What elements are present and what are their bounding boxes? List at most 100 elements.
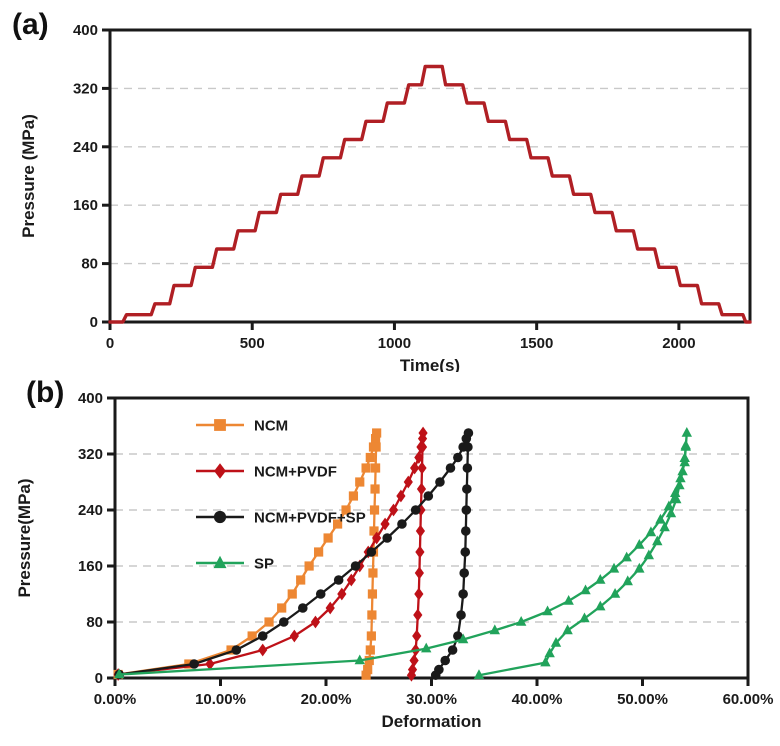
triangle-marker [540, 656, 551, 667]
square-marker [348, 491, 359, 501]
circle-marker [423, 491, 434, 501]
square-marker [277, 603, 287, 613]
square-marker [341, 505, 351, 515]
diamond-marker [410, 461, 420, 475]
triangle-marker [663, 500, 675, 511]
x-tick-label: 50.00% [617, 691, 668, 708]
diamond-marker [409, 654, 419, 667]
panel-a: (a) 0 80 160 240 320 400 0 500 1000 1500 2000 Time(… [0, 0, 780, 372]
x-axis-title: Time(s) [400, 356, 460, 372]
diamond-marker [412, 629, 422, 643]
diamond-marker [205, 657, 215, 671]
y-tick-label: 0 [95, 670, 103, 687]
y-tick-label: 160 [78, 558, 103, 575]
triangle-marker [609, 588, 621, 598]
panel-b-label: (b) [26, 376, 65, 409]
legend-label: NCM+PVDF+SP [254, 510, 366, 527]
square-marker [314, 547, 324, 557]
x-tick-label: 30.00% [406, 691, 457, 708]
circle-marker [213, 510, 227, 524]
circle-marker [453, 631, 463, 641]
diamond-marker [413, 608, 423, 622]
circle-marker [279, 617, 289, 627]
circle-marker [447, 645, 458, 655]
x-tick-label: 0 [106, 335, 114, 352]
diamond-marker [346, 573, 356, 587]
diamond-marker [396, 489, 406, 503]
square-marker [247, 631, 257, 641]
square-marker [366, 631, 376, 641]
x-tick-label: 1000 [378, 335, 411, 352]
legend-label: NCM+PVDF [254, 464, 337, 481]
diamond-marker [258, 643, 268, 657]
series-line [108, 64, 752, 324]
triangle-marker [679, 452, 690, 462]
square-marker [363, 665, 373, 675]
triangle-marker [213, 555, 227, 569]
y-tick-label: 320 [78, 446, 103, 463]
series-pressure-step-profile [108, 64, 752, 324]
series-SP [114, 427, 693, 679]
square-marker [371, 442, 381, 452]
triangle-marker [595, 600, 606, 611]
circle-marker [463, 442, 473, 452]
triangle-marker [643, 549, 655, 560]
square-marker [372, 428, 382, 438]
circle-marker [462, 463, 473, 473]
series-NCM+PVDF+SP [114, 428, 474, 680]
y-axis-title: Pressure(MPa) [15, 478, 34, 597]
panel-b-chart: 0 80 160 240 320 400 0.00% 10.00% 20.00% 30.00% 40… [15, 390, 774, 731]
x-tick-label: 2000 [662, 335, 695, 352]
square-marker [364, 655, 374, 666]
legend-item-ncm-pvdf: NCM+PVDF [196, 463, 337, 481]
y-tick-label: 80 [86, 614, 103, 631]
circle-marker [297, 603, 308, 613]
square-marker [370, 484, 380, 494]
triangle-marker [457, 633, 469, 644]
square-marker [370, 463, 381, 473]
diamond-marker [416, 482, 427, 496]
x-tick-label: 10.00% [195, 691, 246, 708]
square-marker [369, 526, 379, 536]
plot-frame [113, 396, 750, 680]
diamond-marker [417, 461, 427, 475]
triangle-marker [677, 465, 688, 476]
square-marker [226, 645, 236, 655]
square-marker [361, 670, 371, 680]
y-tick-label: 0 [90, 314, 98, 331]
circle-marker [458, 589, 468, 599]
circle-marker [459, 568, 470, 578]
square-marker [296, 575, 306, 585]
series-line [117, 431, 378, 677]
diamond-marker [414, 587, 424, 601]
legend-item-sp: SP [196, 556, 274, 573]
y-tick-label: 240 [78, 502, 103, 519]
triangle-marker [655, 513, 666, 524]
diamond-marker [214, 463, 226, 479]
legend-item-ncm: NCM [196, 418, 288, 435]
circle-marker [456, 610, 466, 620]
square-marker [365, 452, 375, 463]
square-marker [214, 419, 226, 431]
diamond-marker [380, 517, 390, 531]
diamond-marker [416, 503, 426, 517]
y-axis-title: Pressure (MPa) [19, 114, 38, 238]
circle-marker [435, 477, 445, 487]
y-tick-label: 240 [73, 139, 98, 156]
diamond-marker [337, 587, 347, 601]
diamond-marker [414, 566, 424, 580]
legend-label: NCM [254, 418, 288, 435]
x-tick-label: 40.00% [512, 691, 563, 708]
x-tick-label: 500 [240, 335, 265, 352]
series-NCM [113, 428, 382, 680]
triangle-marker [473, 669, 485, 679]
series-line [118, 431, 470, 677]
square-marker [370, 434, 381, 444]
circle-marker [445, 463, 456, 473]
x-tick-label: 60.00% [723, 691, 774, 708]
square-marker [333, 519, 343, 529]
diamond-marker [325, 601, 335, 615]
triangle-marker [580, 584, 591, 595]
triangle-marker [675, 472, 686, 483]
